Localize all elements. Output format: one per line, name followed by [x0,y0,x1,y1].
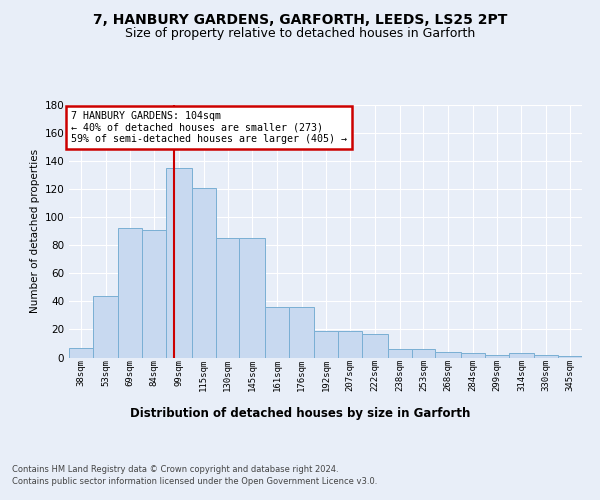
Bar [485,354,509,358]
Text: Distribution of detached houses by size in Garforth: Distribution of detached houses by size … [130,408,470,420]
Text: 7 HANBURY GARDENS: 104sqm
← 40% of detached houses are smaller (273)
59% of semi: 7 HANBURY GARDENS: 104sqm ← 40% of detac… [71,110,347,144]
Text: Contains HM Land Registry data © Crown copyright and database right 2024.: Contains HM Land Registry data © Crown c… [12,465,338,474]
Bar [338,331,362,357]
Bar [362,334,388,357]
Bar [314,331,338,357]
Bar [412,349,436,358]
Bar [436,352,461,358]
Y-axis label: Number of detached properties: Number of detached properties [30,149,40,314]
Text: 7, HANBURY GARDENS, GARFORTH, LEEDS, LS25 2PT: 7, HANBURY GARDENS, GARFORTH, LEEDS, LS2… [93,12,507,26]
Bar [265,307,289,358]
Bar [388,349,412,358]
Text: Size of property relative to detached houses in Garforth: Size of property relative to detached ho… [125,28,475,40]
Bar [166,168,191,358]
Bar [69,348,93,358]
Bar [142,230,166,358]
Bar [534,354,558,358]
Bar [215,238,239,358]
Bar [558,356,582,358]
Bar [289,307,314,358]
Text: Contains public sector information licensed under the Open Government Licence v3: Contains public sector information licen… [12,478,377,486]
Bar [191,188,215,358]
Bar [239,238,265,358]
Bar [461,354,485,358]
Bar [509,354,534,358]
Bar [118,228,142,358]
Bar [93,296,118,358]
